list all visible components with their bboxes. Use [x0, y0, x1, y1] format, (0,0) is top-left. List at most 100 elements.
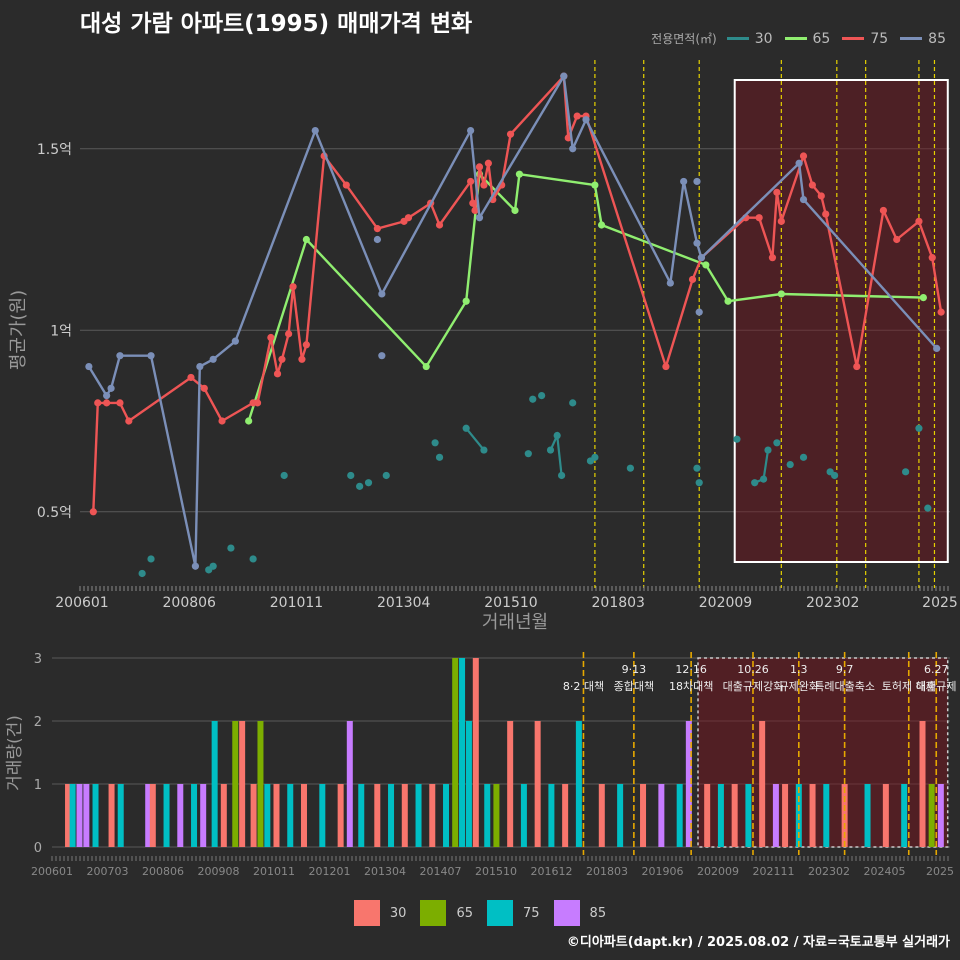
- volume-bar: [809, 784, 816, 847]
- volume-bar: [177, 784, 184, 847]
- x-tick-label: 201510: [484, 595, 537, 611]
- data-point-75: [116, 399, 124, 407]
- data-point-75: [506, 130, 515, 138]
- volume-bar: [429, 784, 436, 847]
- bar-legend-item-85: 85: [553, 900, 606, 926]
- volume-bar: [69, 784, 76, 847]
- data-point-75: [475, 163, 484, 171]
- data-point-75: [937, 308, 945, 316]
- data-point-85: [560, 72, 568, 80]
- legend-label: 75: [870, 30, 889, 47]
- data-point-30: [209, 562, 217, 570]
- volume-chart: 0 1 2 3 8·2 대책 9·13 종합대책 12·16 18차대책 10.26 대출규제강화 1…: [5, 652, 956, 878]
- data-point-30: [364, 479, 373, 487]
- data-point-75: [285, 330, 293, 338]
- legend-item-75: 75: [842, 31, 888, 47]
- data-point-75: [773, 188, 781, 196]
- y-tick-label: 3: [34, 652, 42, 667]
- bar-legend-label: 30: [389, 905, 407, 921]
- data-point-30: [382, 471, 390, 480]
- volume-bar: [465, 721, 472, 847]
- legend-item-85: 85: [900, 31, 946, 47]
- data-point-75: [777, 217, 785, 225]
- data-point-75: [89, 508, 97, 516]
- data-point-85: [231, 337, 239, 345]
- y-tick-label: 1억: [50, 323, 72, 339]
- x-tick-label: 201011: [270, 595, 323, 611]
- y-axis-label: 거래량(건): [5, 715, 25, 791]
- data-point-30: [538, 392, 546, 400]
- y-tick-label: 1: [34, 778, 42, 793]
- data-point-85: [209, 355, 217, 363]
- y-tick-label: 1.5억: [37, 142, 72, 158]
- volume-bar: [919, 721, 926, 847]
- volume-bar: [401, 784, 408, 847]
- data-point-30: [733, 435, 741, 443]
- data-point-75: [200, 384, 208, 392]
- bar-legend-swatch: [553, 900, 580, 926]
- data-point-75: [893, 235, 901, 244]
- volume-bar: [598, 784, 605, 847]
- volume-bar: [191, 784, 198, 847]
- data-point-85: [378, 352, 386, 360]
- volume-bar: [575, 721, 582, 847]
- data-point-30: [529, 395, 537, 403]
- x-tick-label: 200908: [198, 865, 240, 878]
- volume-bar: [250, 784, 257, 847]
- x-tick-label: 202111: [753, 865, 795, 878]
- data-point-30: [249, 555, 257, 563]
- data-point-30: [435, 453, 444, 461]
- volume-bar: [731, 784, 738, 847]
- legend-title: 전용면적(㎡): [651, 32, 717, 46]
- volume-bar: [76, 784, 83, 847]
- volume-bar: [472, 658, 479, 847]
- volume-bar: [163, 784, 170, 847]
- volume-bar: [717, 784, 724, 847]
- data-point-85: [582, 116, 590, 124]
- footer-credit: ©디아파트(dapt.kr) / 2025.08.02 / 자료=국토교통부 실…: [566, 935, 950, 950]
- volume-bar: [704, 784, 711, 847]
- y-tick-label: 0: [34, 841, 42, 856]
- data-point-30: [558, 471, 566, 480]
- x-tick-label: 201011: [253, 865, 295, 878]
- volume-bar: [882, 784, 889, 847]
- volume-bar: [145, 784, 152, 847]
- legend-item-30: 30: [726, 31, 773, 47]
- volume-bar: [65, 784, 72, 847]
- volume-bar: [273, 784, 280, 847]
- event-label: 규제완화: [779, 680, 819, 693]
- data-point-75: [278, 355, 286, 363]
- event-label: 대출규제: [916, 680, 956, 693]
- data-point-75: [573, 112, 581, 120]
- volume-bar: [658, 784, 665, 847]
- x-tick-label: 201304: [377, 595, 431, 611]
- data-point-75: [480, 181, 488, 189]
- volume-bar: [92, 784, 99, 847]
- x-tick-label: 201407: [420, 865, 462, 878]
- data-point-75: [467, 177, 475, 186]
- data-point-30: [147, 555, 155, 563]
- data-point-85: [116, 352, 124, 360]
- data-point-30: [759, 475, 768, 483]
- x-tick-label: 201803: [586, 865, 628, 878]
- x-tick-label: 200601: [31, 865, 73, 878]
- data-point-85: [147, 352, 155, 360]
- volume-bar: [200, 784, 207, 847]
- data-point-30: [924, 504, 932, 512]
- volume-bar: [257, 721, 264, 847]
- data-point-75: [103, 399, 111, 407]
- data-point-85: [693, 239, 701, 247]
- volume-bar: [685, 721, 692, 847]
- data-point-65: [777, 290, 785, 298]
- data-point-65: [919, 293, 927, 302]
- data-point-65: [597, 221, 606, 229]
- data-point-65: [462, 297, 470, 305]
- data-point-30: [773, 439, 781, 447]
- data-point-30: [553, 431, 561, 440]
- data-point-30: [751, 479, 759, 487]
- data-point-75: [342, 181, 350, 189]
- bar-legend-label: 65: [456, 905, 473, 921]
- data-point-30: [280, 471, 288, 480]
- event-label: 대출규제강화: [723, 680, 784, 693]
- data-point-65: [702, 261, 710, 269]
